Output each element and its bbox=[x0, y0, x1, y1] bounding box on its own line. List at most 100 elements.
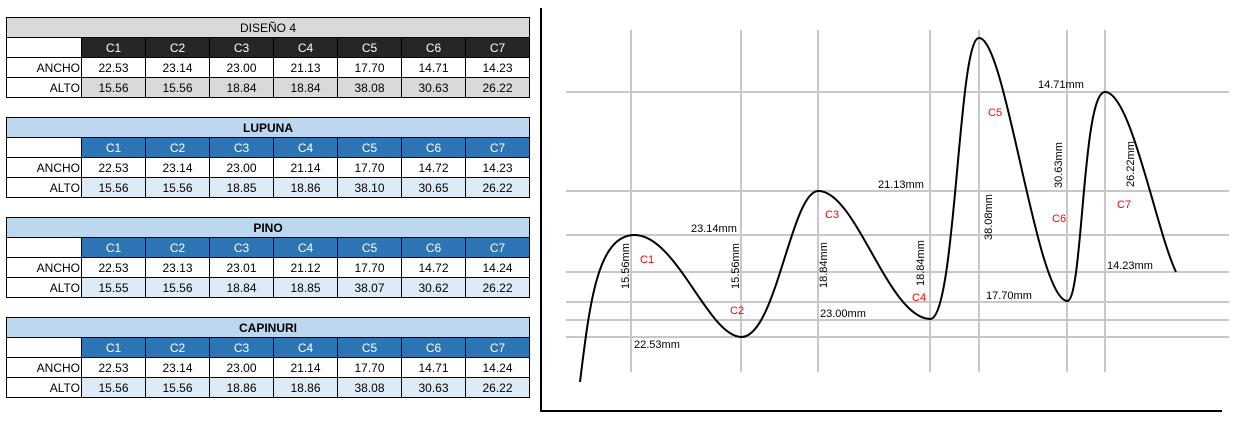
width-label: 14.71mm bbox=[1038, 79, 1084, 91]
table-cell: 17.70 bbox=[337, 257, 402, 278]
table-row: ANCHO 22.53 23.14 23.00 21.14 17.70 14.7… bbox=[6, 157, 530, 178]
table-cell: 26.22 bbox=[465, 377, 530, 398]
table-cell: 17.70 bbox=[337, 157, 402, 178]
table-cell: 18.84 bbox=[209, 277, 274, 298]
table-row: ALTO 15.56 15.56 18.86 18.86 38.08 30.63… bbox=[6, 377, 530, 398]
table-cell: 18.86 bbox=[209, 377, 274, 398]
table-cell: 15.56 bbox=[81, 377, 146, 398]
section-label: C6 bbox=[1052, 213, 1066, 225]
row-label: ALTO bbox=[6, 177, 82, 198]
table-cell: 14.23 bbox=[465, 157, 530, 178]
section-label: C7 bbox=[1117, 199, 1131, 211]
table-title: PINO bbox=[6, 217, 530, 238]
column-header: C6 bbox=[401, 337, 466, 358]
width-label: 14.23mm bbox=[1107, 260, 1153, 272]
row-label: ANCHO bbox=[6, 257, 82, 278]
table-cell: 22.53 bbox=[81, 257, 146, 278]
table-cell: 14.24 bbox=[465, 357, 530, 378]
column-header: C6 bbox=[401, 237, 466, 258]
table-row: ANCHO 22.53 23.13 23.01 21.12 17.70 14.7… bbox=[6, 257, 530, 278]
table-cell: 21.13 bbox=[273, 57, 338, 78]
table-cell: 38.10 bbox=[337, 177, 402, 198]
table-cell: 14.71 bbox=[401, 357, 466, 378]
row-label: ANCHO bbox=[6, 157, 82, 178]
table-cell: 21.14 bbox=[273, 157, 338, 178]
column-header: C1 bbox=[81, 337, 146, 358]
table-cell: 23.00 bbox=[209, 157, 274, 178]
table-capinuri: CAPINURI C1 C2 C3 C4 C5 C6 C7 ANCHO 22.5… bbox=[6, 317, 530, 398]
table-cell: 15.56 bbox=[145, 77, 210, 98]
table-cell: 22.53 bbox=[81, 357, 146, 378]
row-label: ANCHO bbox=[6, 57, 82, 78]
height-label: 18.84mm bbox=[818, 242, 830, 288]
column-header: C5 bbox=[337, 37, 402, 58]
table-cell: 22.53 bbox=[81, 57, 146, 78]
height-label: 15.56mm bbox=[730, 243, 742, 289]
table-cell: 23.14 bbox=[145, 157, 210, 178]
column-header: C4 bbox=[273, 137, 338, 158]
column-header: C1 bbox=[81, 37, 146, 58]
table-corner bbox=[6, 237, 82, 258]
column-header: C7 bbox=[465, 337, 530, 358]
row-label: ALTO bbox=[6, 277, 82, 298]
column-header: C2 bbox=[145, 237, 210, 258]
section-label: C2 bbox=[730, 305, 744, 317]
vertical-guides bbox=[630, 30, 1106, 372]
table-cell: 38.08 bbox=[337, 377, 402, 398]
table-cell: 30.62 bbox=[401, 277, 466, 298]
width-label: 17.70mm bbox=[986, 290, 1032, 302]
table-pino: PINO C1 C2 C3 C4 C5 C6 C7 ANCHO 22.53 23… bbox=[6, 217, 530, 298]
column-header: C5 bbox=[337, 337, 402, 358]
row-label: ALTO bbox=[6, 77, 82, 98]
table-cell: 26.22 bbox=[465, 77, 530, 98]
section-label: C1 bbox=[640, 254, 654, 266]
table-cell: 14.23 bbox=[465, 57, 530, 78]
table-cell: 18.84 bbox=[209, 77, 274, 98]
table-corner bbox=[6, 137, 82, 158]
table-cell: 14.72 bbox=[401, 157, 466, 178]
table-lupuna: LUPUNA C1 C2 C3 C4 C5 C6 C7 ANCHO 22.53 … bbox=[6, 117, 530, 198]
width-label: 23.00mm bbox=[820, 308, 866, 320]
profile-diagram: C1 C2 C3 C4 C5 C6 C7 22.53mm 23.14mm 23.… bbox=[540, 8, 1229, 412]
column-header: C7 bbox=[465, 37, 530, 58]
column-header: C3 bbox=[209, 37, 274, 58]
profile-curve bbox=[579, 36, 1177, 383]
width-label: 21.13mm bbox=[878, 179, 924, 191]
column-header: C1 bbox=[81, 137, 146, 158]
table-cell: 14.71 bbox=[401, 57, 466, 78]
table-cell: 18.85 bbox=[209, 177, 274, 198]
table-cell: 38.07 bbox=[337, 277, 402, 298]
table-cell: 15.56 bbox=[81, 77, 146, 98]
section-label: C5 bbox=[988, 107, 1002, 119]
table-row: ANCHO 22.53 23.14 23.00 21.14 17.70 14.7… bbox=[6, 357, 530, 378]
column-header: C5 bbox=[337, 137, 402, 158]
table-cell: 23.14 bbox=[145, 357, 210, 378]
table-cell: 23.00 bbox=[209, 57, 274, 78]
column-header: C7 bbox=[465, 137, 530, 158]
width-label: 23.14mm bbox=[691, 223, 737, 235]
table-cell: 23.01 bbox=[209, 257, 274, 278]
row-label: ALTO bbox=[6, 377, 82, 398]
column-header: C7 bbox=[465, 237, 530, 258]
column-header: C3 bbox=[209, 337, 274, 358]
table-cell: 23.14 bbox=[145, 57, 210, 78]
column-header: C3 bbox=[209, 237, 274, 258]
column-header: C3 bbox=[209, 137, 274, 158]
table-cell: 26.22 bbox=[465, 177, 530, 198]
table-cell: 18.85 bbox=[273, 277, 338, 298]
section-label: C3 bbox=[825, 209, 839, 221]
table-title: LUPUNA bbox=[6, 117, 530, 138]
column-header: C2 bbox=[145, 337, 210, 358]
table-cell: 30.65 bbox=[401, 177, 466, 198]
column-header: C4 bbox=[273, 37, 338, 58]
column-header: C1 bbox=[81, 237, 146, 258]
column-header: C6 bbox=[401, 37, 466, 58]
table-cell: 15.55 bbox=[81, 277, 146, 298]
table-cell: 15.56 bbox=[81, 177, 146, 198]
table-cell: 17.70 bbox=[337, 57, 402, 78]
table-row: ALTO 15.55 15.56 18.84 18.85 38.07 30.62… bbox=[6, 277, 530, 298]
column-header: C4 bbox=[273, 337, 338, 358]
table-row: ALTO 15.56 15.56 18.84 18.84 38.08 30.63… bbox=[6, 77, 530, 98]
table-cell: 38.08 bbox=[337, 77, 402, 98]
table-cell: 22.53 bbox=[81, 157, 146, 178]
